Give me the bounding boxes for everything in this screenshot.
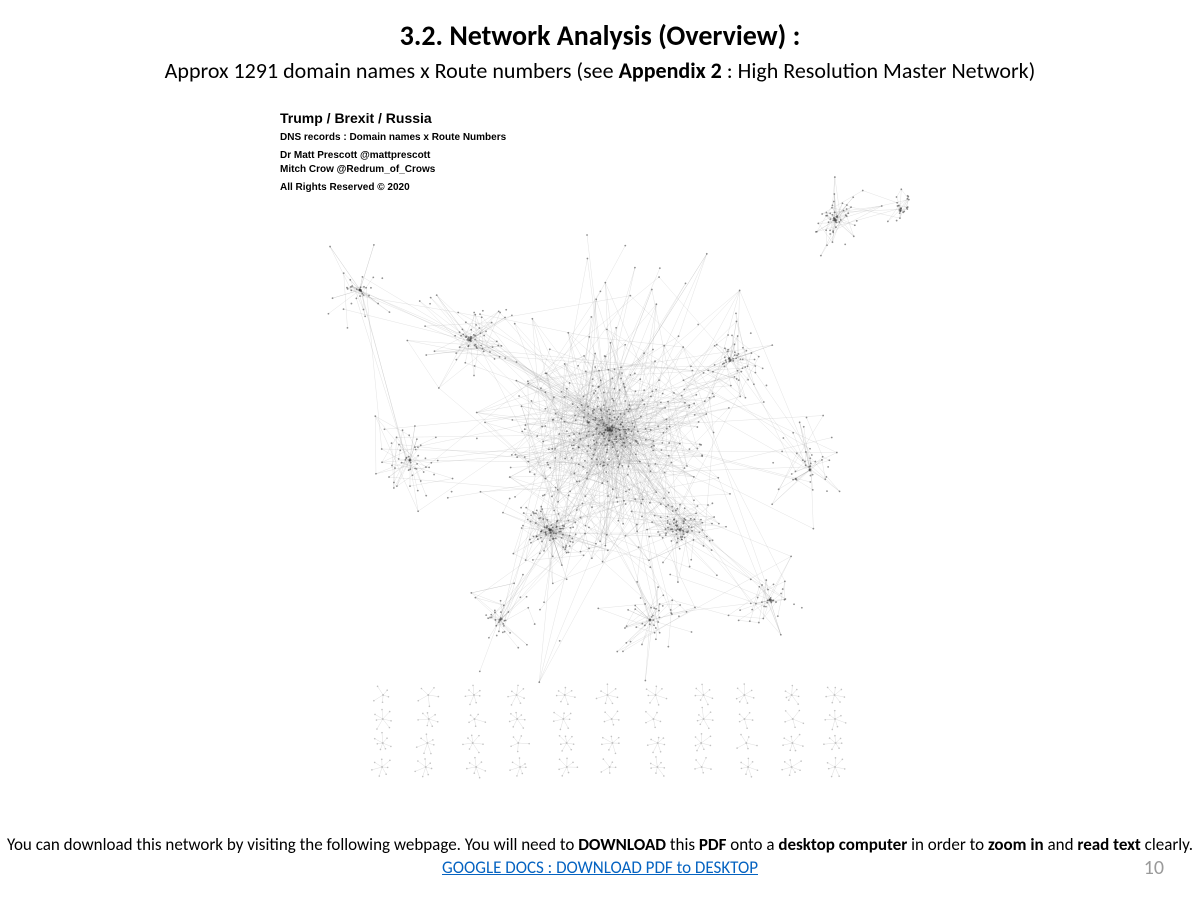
figure-subtitle: DNS records : Domain names x Route Numbe… <box>280 132 506 143</box>
footer-t4: in order to <box>907 834 988 855</box>
footer-t5: and <box>1044 834 1078 855</box>
footer-line-1: You can download this network by visitin… <box>0 834 1200 857</box>
footer-t1: You can download this network by visitin… <box>7 834 578 855</box>
slide-subtitle: Approx 1291 domain names x Route numbers… <box>0 57 1200 84</box>
footer: You can download this network by visitin… <box>0 834 1200 880</box>
figure-title: Trump / Brexit / Russia <box>280 110 506 126</box>
subtitle-prefix: Approx 1291 domain names x Route numbers… <box>165 57 619 84</box>
page-number: 10 <box>1144 856 1164 880</box>
author-2: Mitch Crow @Redrum_of_Crows <box>280 163 506 177</box>
subtitle-suffix: : High Resolution Master Network) <box>722 57 1035 84</box>
footer-line-2: GOOGLE DOCS : DOWNLOAD PDF to DESKTOP <box>0 857 1200 880</box>
figure-authors: Dr Matt Prescott @mattprescott Mitch Cro… <box>280 149 506 176</box>
author-1: Dr Matt Prescott @mattprescott <box>280 149 506 163</box>
network-svg <box>250 100 950 800</box>
footer-b1: DOWNLOAD <box>578 834 666 855</box>
footer-b2: PDF <box>699 834 727 855</box>
download-link[interactable]: GOOGLE DOCS : DOWNLOAD PDF to DESKTOP <box>442 857 758 878</box>
slide-title: 3.2. Network Analysis (Overview) : <box>0 0 1200 53</box>
footer-b4: zoom in <box>988 834 1044 855</box>
footer-t3: onto a <box>726 834 778 855</box>
figure-header: Trump / Brexit / Russia DNS records : Do… <box>280 110 506 193</box>
footer-b3: desktop computer <box>778 834 907 855</box>
footer-t2: this <box>666 834 699 855</box>
subtitle-bold: Appendix 2 <box>619 57 722 84</box>
figure-copyright: All Rights Reserved © 2020 <box>280 182 506 193</box>
network-figure: Trump / Brexit / Russia DNS records : Do… <box>250 100 950 800</box>
footer-t6: clearly. <box>1141 834 1193 855</box>
footer-b5: read text <box>1077 834 1140 855</box>
